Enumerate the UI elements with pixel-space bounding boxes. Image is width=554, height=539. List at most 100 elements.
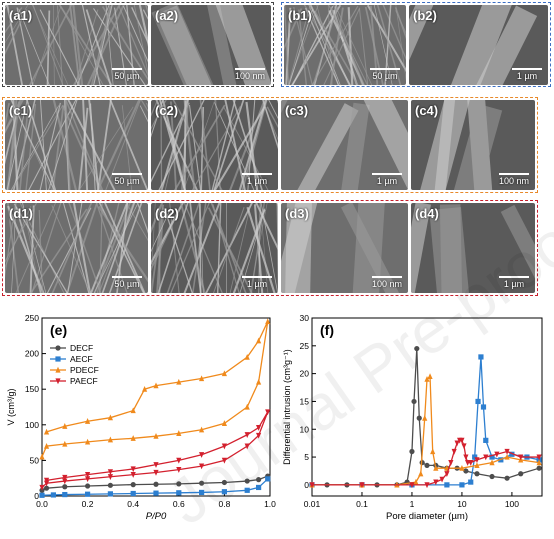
scale-bar-label: 1 µm <box>377 176 397 186</box>
x-tick-label: 0.4 <box>127 499 139 509</box>
sem-panel-a2: (a2) 100 nm <box>151 5 271 85</box>
data-point-AECF <box>85 492 90 497</box>
sem-panel-d1: (d1) 50 µm <box>5 203 148 293</box>
x-tick-label: 10 <box>457 499 467 509</box>
scale-bar-line <box>112 68 142 70</box>
sem-panel-label: (d1) <box>9 206 33 221</box>
data-point-PDECF <box>422 415 427 421</box>
data-point-DECF <box>518 471 523 476</box>
data-point-DECF <box>417 416 422 421</box>
y-tick-label: 100 <box>25 420 39 430</box>
sem-panel-a1: (a1)50 µm <box>5 5 148 85</box>
data-point-DECF <box>474 471 479 476</box>
x-tick-label: 0.6 <box>173 499 185 509</box>
data-point-AECF <box>478 354 483 359</box>
scale-bar: 100 nm <box>372 276 402 289</box>
sem-panel-c2: (c2)1 µm <box>151 100 278 190</box>
data-point-PAECF <box>448 460 453 466</box>
data-point-AECF <box>131 491 136 496</box>
x-tick-label: 100 <box>505 499 519 509</box>
y-tick-label: 0 <box>34 491 39 501</box>
scale-bar-line <box>372 276 402 278</box>
scale-bar: 50 µm <box>112 68 142 81</box>
sem-panel-b2: (b2) 1 µm <box>409 5 548 85</box>
x-tick-label: 0.2 <box>82 499 94 509</box>
x-tick-label: 0.1 <box>356 499 368 509</box>
y-tick-label: 50 <box>30 455 40 465</box>
y-tick-label: 10 <box>300 424 310 434</box>
data-point-AECF <box>256 485 261 490</box>
sem-panel-label: (b2) <box>413 8 437 23</box>
data-point-AECF <box>222 489 227 494</box>
legend-label-DECF: DECF <box>70 343 93 353</box>
legend-marker-AECF <box>55 356 60 361</box>
legend-label-AECF: AECF <box>70 354 93 364</box>
data-point-DECF <box>504 476 509 481</box>
data-point-DECF <box>85 483 90 488</box>
scale-bar-label: 50 µm <box>114 176 139 186</box>
data-point-DECF <box>131 482 136 487</box>
scale-bar-line <box>242 276 272 278</box>
data-point-DECF <box>424 463 429 468</box>
data-point-AECF <box>265 476 270 481</box>
series-line-PDECF <box>312 376 539 484</box>
data-point-DECF <box>222 480 227 485</box>
data-point-DECF <box>414 346 419 351</box>
data-point-DECF <box>256 477 261 482</box>
y-tick-label: 30 <box>300 313 310 323</box>
data-point-AECF <box>468 479 473 484</box>
scale-bar: 1 µm <box>242 276 272 289</box>
scale-bar: 1 µm <box>512 68 542 81</box>
plot-frame <box>312 318 542 496</box>
x-axis-label: Pore diameter (µm) <box>386 511 468 522</box>
scale-bar-label: 100 nm <box>235 71 265 81</box>
legend-marker-DECF <box>55 345 60 350</box>
data-point-DECF <box>411 399 416 404</box>
scale-bar-label: 100 nm <box>499 176 529 186</box>
data-point-PAECF <box>245 444 250 450</box>
sem-panel-label: (c1) <box>9 103 32 118</box>
scale-bar-label: 1 µm <box>517 71 537 81</box>
sem-panel-label: (c4) <box>415 103 438 118</box>
data-point-AECF <box>245 488 250 493</box>
data-point-AECF <box>459 482 464 487</box>
scale-bar-line <box>242 173 272 175</box>
y-tick-label: 5 <box>304 452 309 462</box>
data-point-AECF <box>51 492 56 497</box>
data-point-PAECF <box>452 449 457 455</box>
y-tick-label: 0 <box>304 480 309 490</box>
scale-bar-line <box>235 68 265 70</box>
data-point-AECF <box>39 493 44 498</box>
data-point-DECF <box>537 466 542 471</box>
data-point-AECF <box>481 404 486 409</box>
data-point-AECF <box>199 490 204 495</box>
scale-bar-label: 50 µm <box>372 71 397 81</box>
data-point-PDECF <box>427 373 432 379</box>
data-point-AECF <box>475 399 480 404</box>
data-point-PAECF <box>461 443 466 449</box>
x-tick-label: 1 <box>410 499 415 509</box>
sem-panel-c1: (c1) 50 µm <box>5 100 148 190</box>
scale-bar: 50 µm <box>112 276 142 289</box>
sem-panel-label: (c3) <box>285 103 308 118</box>
x-axis-label: P/P0 <box>146 511 167 522</box>
data-point-PDECF <box>222 370 227 376</box>
data-point-PAECF <box>463 454 468 460</box>
sem-panel-c4: (c4) 100 nm <box>411 100 535 190</box>
sem-panel-d2: (d2)1 µm <box>151 203 278 293</box>
sem-panel-d3: (d3) 100 nm <box>281 203 408 293</box>
y-tick-label: 15 <box>300 396 310 406</box>
scale-bar-line <box>112 173 142 175</box>
scale-bar: 50 µm <box>370 68 400 81</box>
scale-bar: 100 nm <box>235 68 265 81</box>
data-point-DECF <box>245 478 250 483</box>
scale-bar: 1 µm <box>372 173 402 186</box>
scale-bar-line <box>512 68 542 70</box>
data-point-PDECF <box>430 448 435 454</box>
y-tick-label: 25 <box>300 341 310 351</box>
sem-panel-label: (d3) <box>285 206 309 221</box>
sem-panel-c3: (c3) 1 µm <box>281 100 408 190</box>
scale-bar-line <box>112 276 142 278</box>
sem-panel-label: (a2) <box>155 8 178 23</box>
